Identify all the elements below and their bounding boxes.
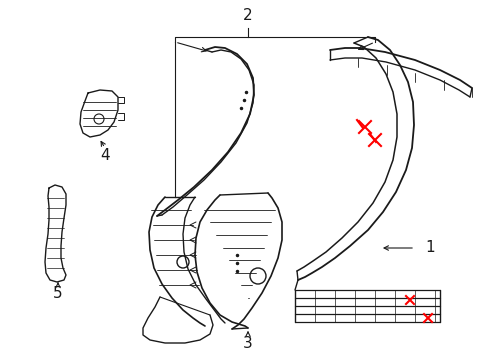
Text: 5: 5: [53, 287, 62, 302]
Text: 1: 1: [424, 240, 434, 256]
Text: 4: 4: [100, 148, 110, 163]
Text: 2: 2: [243, 9, 252, 23]
Text: 3: 3: [243, 337, 252, 351]
